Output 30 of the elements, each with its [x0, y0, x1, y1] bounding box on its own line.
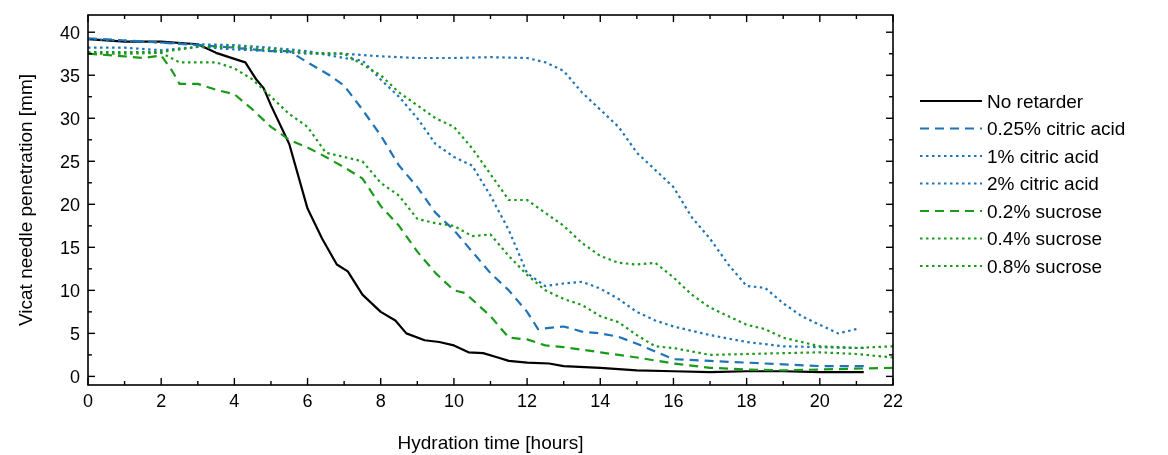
y-tick-label: 25	[59, 151, 80, 172]
y-axis-title: Vicat needle penetration [mm]	[15, 73, 36, 327]
y-tick-label: 20	[59, 194, 80, 215]
x-axis-title: Hydration time [hours]	[397, 432, 584, 453]
y-tick-label: 40	[59, 22, 80, 43]
y-tick-label: 15	[59, 237, 80, 258]
x-tick-label: 2	[156, 391, 167, 411]
x-tick-label: 16	[663, 391, 684, 411]
x-tick-label: 14	[590, 391, 611, 411]
legend-label: 0.25% citric acid	[987, 118, 1126, 140]
legend-label: 1% citric acid	[987, 145, 1099, 167]
y-tick-label: 5	[69, 323, 80, 344]
x-tick-label: 20	[809, 391, 830, 411]
x-tick-label: 22	[882, 391, 904, 411]
legend-label: 0.2% sucrose	[987, 200, 1103, 222]
legend-label: 0.4% sucrose	[987, 228, 1103, 250]
legend-label: 0.8% sucrose	[987, 255, 1103, 277]
legend-label: No retarder	[987, 90, 1084, 112]
legend-label: 2% citric acid	[987, 173, 1099, 195]
x-tick-label: 8	[375, 391, 386, 411]
y-tick-label: 0	[69, 366, 80, 387]
x-tick-label: 4	[229, 391, 240, 411]
y-tick-label: 30	[59, 108, 80, 129]
x-tick-label: 12	[517, 391, 538, 411]
y-tick-label: 10	[59, 280, 80, 301]
x-tick-label: 6	[302, 391, 313, 411]
x-tick-label: 10	[443, 391, 464, 411]
x-tick-label: 18	[736, 391, 757, 411]
y-tick-label: 35	[59, 65, 80, 86]
x-tick-label: 0	[82, 391, 94, 411]
